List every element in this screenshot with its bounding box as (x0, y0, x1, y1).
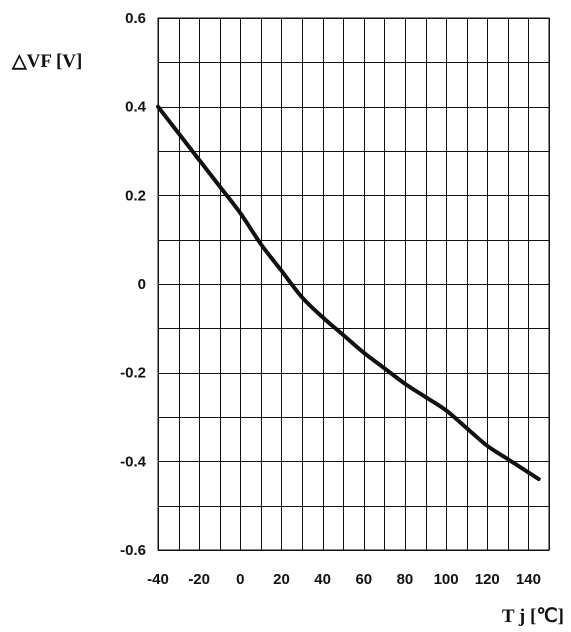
y-tick-label: 0.2 (125, 187, 146, 204)
y-tick-label: 0.6 (125, 10, 146, 27)
y-tick-label: -0.6 (120, 542, 146, 559)
grid (158, 18, 550, 551)
x-tick-label: 80 (397, 571, 414, 588)
x-tick-labels: -40 -20 0 20 40 60 80 100 120 140 (147, 571, 541, 588)
x-tick-label: 20 (273, 571, 290, 588)
y-tick-label: -0.2 (120, 365, 146, 382)
series-group (156, 104, 541, 482)
x-tick-label: 60 (355, 571, 372, 588)
series-line (156, 104, 541, 482)
y-tick-label: -0.4 (120, 453, 147, 470)
y-tick-labels: 0.6 0.4 0.2 0 -0.2 -0.4 -0.6 (120, 10, 147, 559)
plot-frame (157, 17, 550, 551)
x-tick-label: 0 (236, 571, 244, 588)
y-tick-label: 0 (138, 276, 146, 293)
y-tick-label: 0.4 (125, 99, 147, 116)
x-axis-label: T j [℃] (502, 606, 564, 627)
x-tick-label: 40 (314, 571, 331, 588)
x-tick-label: 140 (516, 571, 541, 588)
y-axis-label: △VF [V] (11, 51, 82, 72)
x-tick-label: 120 (475, 571, 500, 588)
x-tick-label: -40 (147, 571, 169, 588)
x-tick-label: 100 (434, 571, 459, 588)
x-tick-label: -20 (188, 571, 210, 588)
